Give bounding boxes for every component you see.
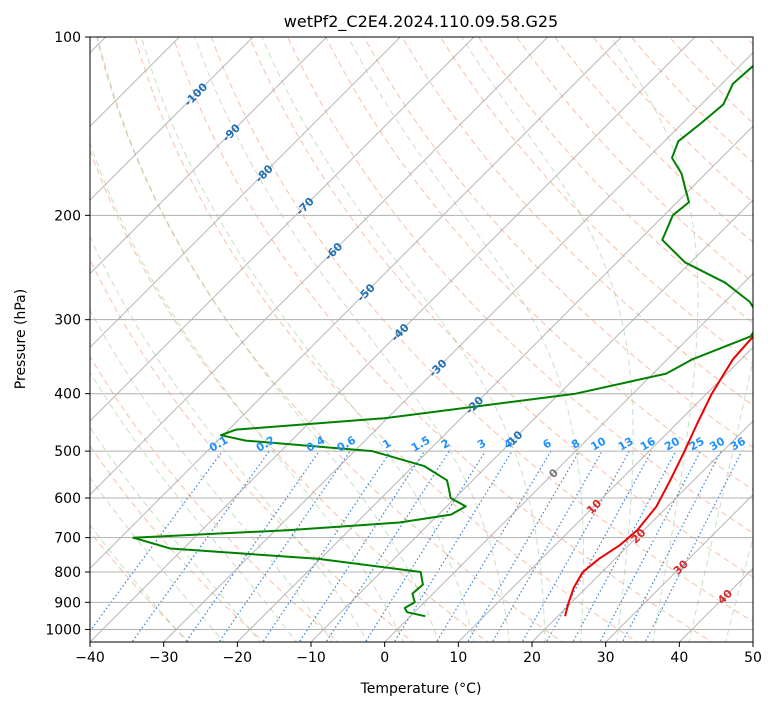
- moist-adiabat: [140, 37, 475, 642]
- moist-adiabat: [194, 37, 510, 642]
- x-tick-label: −40: [75, 650, 105, 666]
- mixing-ratio-line: [262, 450, 392, 642]
- isotherm-line: [90, 37, 254, 201]
- dry-adiabat: [478, 37, 753, 324]
- dry-adiabat: [90, 355, 340, 642]
- x-tick-label: −10: [296, 650, 326, 666]
- isotherm-line: [310, 199, 753, 642]
- y-tick-label: 700: [54, 531, 81, 547]
- y-tick-label: 800: [54, 565, 81, 581]
- x-tick-label: −30: [149, 650, 179, 666]
- y-tick-label: 300: [54, 313, 81, 329]
- dry-adiabat: [90, 258, 414, 642]
- dry-adiabat: [248, 37, 753, 578]
- mixing-ratio-line: [185, 450, 320, 642]
- moist-adiabat: [97, 37, 440, 642]
- dry-adiabat: [90, 445, 265, 642]
- dry-adiabat: [516, 37, 753, 284]
- mixing-ratio-line: [90, 450, 223, 632]
- dry-adiabat: [172, 37, 713, 642]
- x-tick-label: 40: [670, 650, 688, 666]
- moist-adiabat: [261, 37, 546, 642]
- isotherm-line: [90, 37, 401, 348]
- mixing-ratio-line: [466, 450, 580, 642]
- isotherm-line: [90, 37, 696, 642]
- isotherm-line: [457, 346, 753, 642]
- isotherm-line: [90, 37, 180, 127]
- y-tick-label: 600: [54, 491, 81, 507]
- mixing-ratio-line: [572, 450, 677, 642]
- isotherm-line: [90, 37, 622, 569]
- y-tick-label: 900: [54, 595, 81, 611]
- moist-adiabat: [460, 37, 634, 642]
- mixing-ratio-line: [599, 450, 702, 642]
- x-tick-label: 0: [380, 650, 389, 666]
- dry-adiabat: [363, 37, 753, 448]
- dry-adiabat: [90, 148, 489, 642]
- mixing-ratio-line: [298, 450, 425, 642]
- isotherm-line: [90, 37, 475, 422]
- mixing-ratio-line: [393, 450, 513, 642]
- mixing-ratio-line: [644, 450, 743, 642]
- dry-adiabat: [210, 37, 753, 623]
- moist-adiabat: [90, 309, 333, 642]
- isotherm-line: [163, 52, 753, 642]
- dewpoint-profile-line: [132, 64, 753, 618]
- y-tick-label: 1000: [45, 622, 81, 638]
- x-tick-label: 20: [523, 650, 541, 666]
- y-tick-label: 400: [54, 387, 81, 403]
- isotherm-line: [90, 37, 328, 275]
- x-axis-title: Temperature (°C): [360, 681, 482, 697]
- plot-frame: [89, 36, 754, 643]
- moist-adiabat: [90, 235, 369, 642]
- isotherm-line: [605, 494, 753, 642]
- mixing-ratio-line: [521, 450, 631, 642]
- mixing-ratio-line: [621, 450, 722, 642]
- moist-adiabat: [347, 37, 584, 642]
- x-tick-label: 10: [449, 650, 467, 666]
- y-axis-title: Pressure (hPa): [13, 289, 29, 389]
- dry-adiabat: [287, 37, 753, 534]
- dry-adiabat: [134, 37, 638, 642]
- x-tick-label: 30: [597, 650, 615, 666]
- plot-area: [90, 37, 753, 642]
- y-tick-label: 500: [54, 444, 81, 460]
- x-tick-label: −20: [223, 650, 253, 666]
- x-tick-label: 50: [744, 650, 762, 666]
- moist-adiabat: [725, 536, 753, 642]
- isotherm-line: [90, 37, 549, 496]
- axes: −40 −30 −20 −10 0 10 20 30 40 50 100 200 300 400 500 60…: [45, 30, 762, 666]
- dry-adiabat: [401, 37, 753, 406]
- y-tick-label: 200: [54, 208, 81, 224]
- temperature-profile-line: [564, 335, 753, 617]
- mixing-ratio-line: [218, 450, 351, 642]
- y-tick-label: 100: [54, 30, 81, 46]
- dry-adiabat: [96, 37, 564, 642]
- isotherm-line: [236, 125, 753, 642]
- isotherm-line: [531, 420, 753, 642]
- chart-title: wetPf2_C2E4.2024.110.09.58.G25: [284, 12, 558, 32]
- mixing-ratio-line: [545, 450, 653, 642]
- dry-adiabat: [630, 37, 753, 164]
- mixing-ratio-line: [491, 450, 603, 642]
- mixing-ratio-line: [435, 450, 552, 642]
- dry-adiabat: [439, 37, 753, 365]
- isotherm-line: [384, 273, 753, 642]
